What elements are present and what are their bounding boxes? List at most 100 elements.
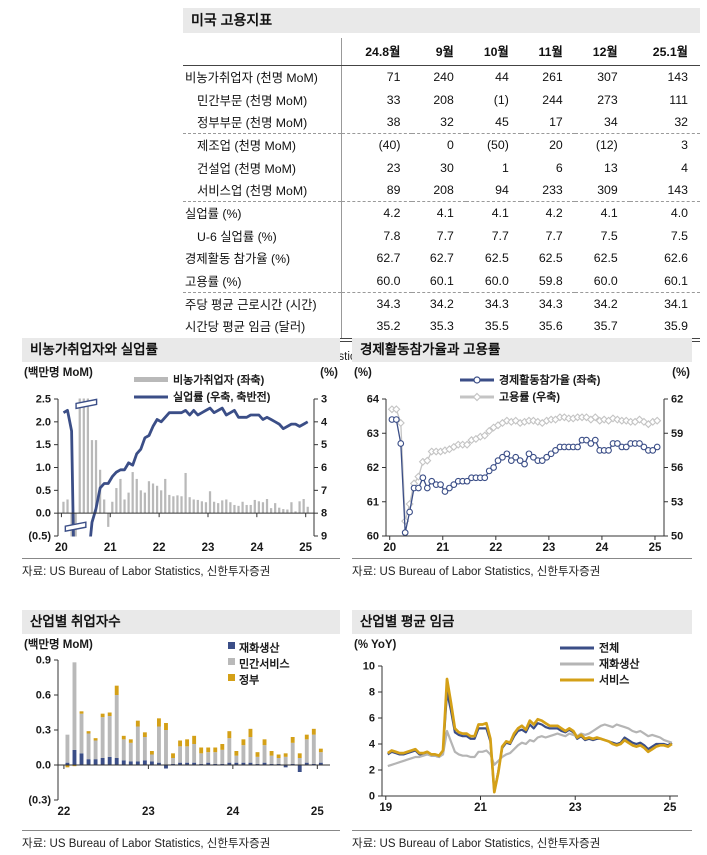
chart-source: 자료: US Bureau of Labor Statistics, 신한투자증… bbox=[352, 558, 692, 579]
table-cell: 71 bbox=[341, 65, 413, 89]
chart-nonfarm-payrolls-unemployment: 비농가취업자와 실업률 2.5 2.0 1.5 1.0 0.5 0.0 (0.5) 3 4 5 6 7… bbox=[22, 338, 340, 579]
column-header-empty bbox=[183, 38, 342, 66]
axes: 10 8 6 4 2 0 19 21 23 25 bbox=[363, 661, 678, 814]
column-header: 11월 bbox=[520, 38, 575, 66]
svg-text:7: 7 bbox=[321, 485, 327, 497]
svg-text:10: 10 bbox=[363, 661, 375, 673]
table-cell: 4.0 bbox=[670, 206, 688, 221]
axis-unit-labels: (백만명 MoM) (%) bbox=[24, 365, 338, 379]
table-cell: 35.7 bbox=[593, 319, 618, 334]
chart-source: 자료: US Bureau of Labor Statistics, 신한투자증… bbox=[352, 830, 692, 851]
table-cell: 7.7 bbox=[545, 228, 563, 243]
svg-text:0.5: 0.5 bbox=[36, 485, 51, 497]
chart-title: 산업별 취업자수 bbox=[22, 610, 340, 634]
table-cell: 60.0 bbox=[341, 269, 413, 293]
table-cell: 208 bbox=[412, 178, 466, 203]
table-cell: 30 bbox=[440, 160, 454, 175]
table-cell: 35.3 bbox=[429, 319, 454, 334]
svg-text:0.0: 0.0 bbox=[36, 760, 51, 772]
table-cell: 1 bbox=[501, 160, 509, 175]
svg-text:4: 4 bbox=[321, 416, 328, 428]
line-실업률 (우축, 축반전) bbox=[62, 406, 309, 537]
employment-table: 24.8월 9월 10월 11월 12월 25.1월 비농가취업자 (천명 MoM) 71 2… bbox=[183, 38, 700, 342]
table-cell: 0 bbox=[447, 138, 454, 153]
svg-text:(0.3): (0.3) bbox=[28, 795, 51, 807]
row-label: 비농가취업자 (천명 MoM) bbox=[185, 71, 318, 86]
table-cell: 111 bbox=[669, 92, 688, 107]
svg-text:8: 8 bbox=[321, 508, 327, 520]
table-cell: 35.6 bbox=[538, 319, 563, 334]
svg-text:25: 25 bbox=[299, 542, 312, 554]
row-label: 실업률 (%) bbox=[185, 207, 242, 222]
table-cell: 94 bbox=[465, 178, 521, 203]
table-row: 실업률 (%) 4.2 4.1 4.1 4.2 4.1 4.0 bbox=[183, 201, 700, 225]
table-cell: 34.3 bbox=[341, 292, 413, 316]
table-cell: 32 bbox=[629, 110, 700, 135]
svg-text:21: 21 bbox=[104, 542, 117, 554]
table-cell: 309 bbox=[574, 178, 630, 203]
table-cell: 307 bbox=[597, 70, 618, 85]
svg-text:19: 19 bbox=[379, 802, 392, 814]
table-row: 주당 평균 근로시간 (시간) 34.3 34.2 34.3 34.3 34.2 34.1 bbox=[183, 292, 700, 316]
svg-text:6: 6 bbox=[321, 462, 327, 474]
table-cell: 7.8 bbox=[341, 224, 413, 247]
svg-text:24: 24 bbox=[250, 542, 263, 554]
table-cell: 45 bbox=[465, 110, 521, 135]
chart-employment-by-industry: 산업별 취업자수 0.9 0.6 0.3 0.0 (0.3) 22 23 24 25 (백만명 M… bbox=[22, 610, 340, 851]
table-row: 서비스업 (천명 MoM) 89 208 94 233 309 143 bbox=[183, 178, 700, 203]
bars-정부 bbox=[65, 685, 323, 768]
table-cell: 4 bbox=[681, 160, 688, 175]
table-row: 제조업 (천명 MoM) (40) 0 (50) 20 (12) 3 bbox=[183, 133, 700, 157]
svg-text:8: 8 bbox=[369, 687, 375, 699]
participation-employment-chart-canvas: 64 63 62 61 60 62 59 56 53 50 20 21 22 23 24 25 (%) (%) 경제… bbox=[354, 367, 690, 554]
plot-area bbox=[65, 662, 323, 772]
row-label: 건설업 (천명 MoM) bbox=[197, 161, 296, 176]
svg-text:22: 22 bbox=[153, 542, 166, 554]
table-cell: 143 bbox=[667, 70, 688, 85]
chart-participation-employment-rate: 경제활동참가율과 고용률 64 63 62 61 60 62 59 56 53 50 20 21 22 2… bbox=[352, 338, 692, 579]
table-cell: 35.5 bbox=[484, 319, 509, 334]
table-cell: 4.1 bbox=[491, 206, 509, 221]
svg-text:25: 25 bbox=[649, 542, 662, 554]
table-cell: 62.7 bbox=[341, 247, 413, 270]
line-재화생산 bbox=[387, 723, 673, 768]
bars-민간서비스 bbox=[65, 662, 323, 765]
plot-area bbox=[387, 405, 662, 536]
table-cell: 244 bbox=[542, 92, 563, 107]
table-cell: 60.1 bbox=[629, 269, 700, 293]
row-label: 민간부문 (천명 MoM) bbox=[197, 93, 308, 108]
svg-text:59: 59 bbox=[671, 428, 683, 440]
column-header: 12월 bbox=[574, 38, 630, 66]
table-cell: 34.3 bbox=[538, 296, 563, 311]
svg-text:24: 24 bbox=[596, 542, 609, 554]
svg-text:(백만명 MoM): (백만명 MoM) bbox=[24, 637, 93, 651]
table-row: 건설업 (천명 MoM) 23 30 1 6 13 4 bbox=[183, 156, 700, 179]
table-cell: 7.7 bbox=[436, 228, 454, 243]
svg-text:20: 20 bbox=[55, 542, 68, 554]
industry-employment-chart-canvas: 0.9 0.6 0.3 0.0 (0.3) 22 23 24 25 (백만명 MoM) 재화생산민간… bbox=[24, 637, 330, 818]
row-label: 서비스업 (천명 MoM) bbox=[183, 178, 342, 203]
svg-text:전체: 전체 bbox=[599, 641, 619, 655]
svg-text:61: 61 bbox=[367, 496, 379, 508]
line-서비스 bbox=[387, 677, 673, 794]
svg-text:4: 4 bbox=[369, 739, 376, 751]
row-label: 경제활동 참가율 (%) bbox=[185, 252, 291, 267]
svg-text:5: 5 bbox=[321, 439, 327, 451]
svg-text:0.3: 0.3 bbox=[36, 725, 51, 737]
table-cell: 34.2 bbox=[429, 296, 454, 311]
svg-text:2: 2 bbox=[369, 765, 375, 777]
svg-text:24: 24 bbox=[226, 806, 239, 818]
plot-area bbox=[387, 677, 673, 794]
svg-text:23: 23 bbox=[542, 542, 555, 554]
table-cell: 59.8 bbox=[520, 269, 575, 293]
table-cell: 62.5 bbox=[538, 251, 563, 266]
table-cell: 240 bbox=[433, 70, 454, 85]
axis-break-marker bbox=[75, 398, 98, 410]
svg-text:50: 50 bbox=[671, 531, 683, 543]
svg-text:62: 62 bbox=[367, 462, 379, 474]
legend: 비농가취업자 (좌축) 실업률 (우축, 축반전) bbox=[134, 373, 271, 404]
table-cell: 62.7 bbox=[429, 251, 454, 266]
